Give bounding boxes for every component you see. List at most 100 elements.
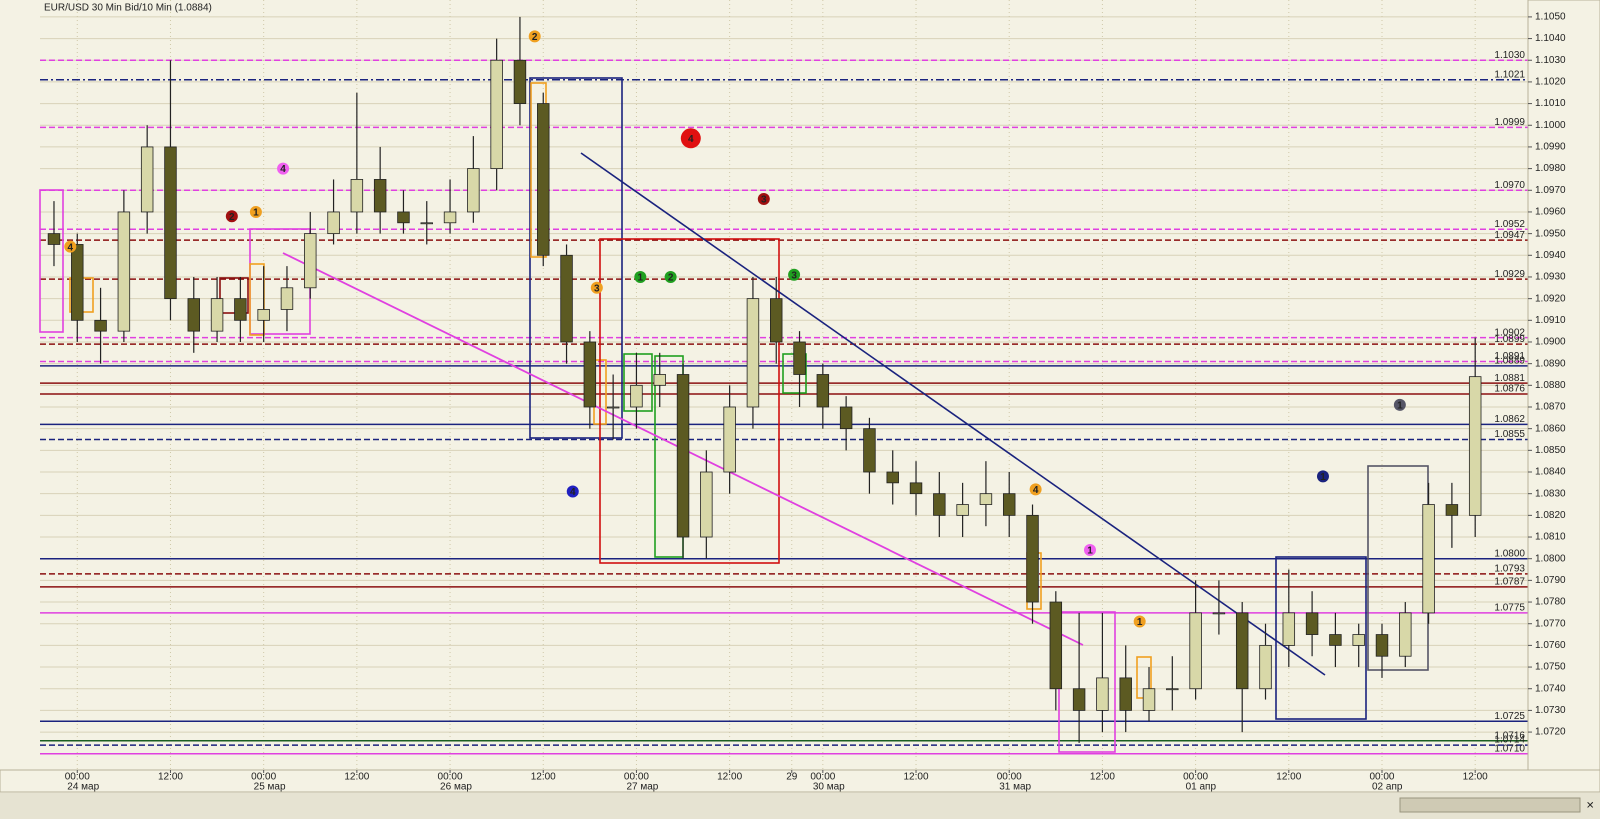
marker-circle <box>664 270 677 283</box>
y-tick-label: 1.1010 <box>1535 98 1566 109</box>
level-label: 1.0775 <box>1494 603 1525 614</box>
date-label: 02 апр <box>1372 782 1403 793</box>
candle-body <box>1399 612 1412 657</box>
y-tick-label: 1.0730 <box>1535 705 1566 716</box>
candle-body <box>1329 634 1342 646</box>
marker-circle <box>277 162 290 175</box>
candle-body <box>700 471 713 538</box>
date-label: 25 мар <box>254 782 286 793</box>
axes: 1.0720 1.0730 1.0740 1.0750 1.0760 1.0770 1.07… <box>65 12 1566 793</box>
marker-label: 1 <box>253 208 259 219</box>
candle-body <box>816 374 830 408</box>
x-tick-label: 29 <box>786 772 798 783</box>
candle-body <box>1189 612 1202 690</box>
x-tick-label: 12:00 <box>717 772 742 783</box>
marker-circle <box>249 205 262 218</box>
level-label: 1.0714 <box>1494 735 1525 746</box>
y-tick-label: 1.0840 <box>1535 467 1566 478</box>
candle-body <box>1049 601 1063 690</box>
y-tick-label: 1.0960 <box>1535 207 1566 218</box>
candle-body <box>234 298 247 321</box>
level-label: 1.0710 <box>1494 743 1525 754</box>
y-tick-label: 1.0760 <box>1535 640 1566 651</box>
candle-body <box>1259 644 1272 690</box>
candle-body <box>513 59 527 104</box>
candle-body <box>1422 504 1435 614</box>
candle-body <box>933 493 946 516</box>
y-tick-label: 1.0980 <box>1535 163 1566 174</box>
close-icon[interactable]: ✕ <box>1586 801 1594 812</box>
candle-body <box>583 341 597 408</box>
candle-body <box>886 471 899 484</box>
level-label: 1.0787 <box>1494 577 1525 588</box>
candle-body <box>770 298 783 343</box>
level-label: 1.0881 <box>1494 373 1525 384</box>
box <box>219 277 249 314</box>
date-label: 31 мар <box>999 782 1031 793</box>
candle-body <box>1235 612 1249 690</box>
candle-body <box>420 222 433 225</box>
candle-body <box>187 298 200 332</box>
y-tick-label: 1.0950 <box>1535 228 1566 239</box>
x-tick-label: 12:00 <box>1463 772 1488 783</box>
candle-body <box>537 103 550 256</box>
x-tick-label: 12:00 <box>344 772 369 783</box>
candle-body <box>467 168 480 213</box>
x-tick-label: 00:00 <box>997 772 1022 783</box>
candle-body <box>373 179 387 213</box>
candle-body <box>71 244 84 321</box>
scrollbar[interactable] <box>0 793 1600 819</box>
date-label: 24 мар <box>67 782 99 793</box>
marker-circle <box>757 192 770 205</box>
y-tick-label: 1.1020 <box>1535 77 1566 88</box>
candle-body <box>606 406 620 409</box>
candle-body <box>397 211 410 224</box>
y-tick-label: 1.0990 <box>1535 142 1566 153</box>
level-label: 1.0855 <box>1494 429 1525 440</box>
marker-label: 1 <box>638 273 644 284</box>
candle-body <box>956 504 969 516</box>
candle-body <box>1305 612 1319 635</box>
y-tick-label: 1.1030 <box>1535 55 1566 66</box>
box <box>529 77 623 439</box>
x-tick-label: 00:00 <box>624 772 649 783</box>
marker-label: 4 <box>280 164 286 175</box>
y-tick-label: 1.0740 <box>1535 683 1566 694</box>
date-label: 30 мар <box>813 782 845 793</box>
candle-body <box>1119 677 1132 711</box>
candle-body <box>630 384 643 408</box>
marker-circle <box>1316 470 1329 483</box>
marker-label: 3 <box>761 195 767 206</box>
y-tick-label: 1.0870 <box>1535 402 1566 413</box>
candle-body <box>560 254 573 343</box>
y-tick-label: 1.0970 <box>1535 185 1566 196</box>
level-label: 1.0800 <box>1494 548 1525 559</box>
level-label: 1.0929 <box>1494 269 1525 280</box>
time-axis <box>0 769 1600 793</box>
marker-label: 1 <box>1320 472 1326 483</box>
marker-label: 1 <box>1137 617 1143 628</box>
grid <box>40 0 1528 770</box>
x-tick-label: 12:00 <box>531 772 556 783</box>
candle-body <box>1142 688 1156 711</box>
markers: 4 2 1 4 2 4 3 3 1 2 3 4 4 1 1 1 1 <box>64 30 1406 628</box>
candle-body <box>746 298 760 408</box>
x-tick-label: 00:00 <box>438 772 463 783</box>
y-tick-label: 1.0880 <box>1535 380 1566 391</box>
scroll-thumb[interactable] <box>1399 797 1581 813</box>
date-label: 26 мар <box>440 782 472 793</box>
candle-body <box>350 179 364 213</box>
candle-body <box>1375 634 1389 657</box>
candle-body <box>839 406 853 430</box>
x-tick-label: 12:00 <box>904 772 929 783</box>
marker-circle <box>634 270 647 283</box>
marker-label: 4 <box>1033 485 1039 496</box>
y-tick-label: 1.0820 <box>1535 510 1566 521</box>
box <box>1275 556 1367 720</box>
x-tick-label: 00:00 <box>1369 772 1394 783</box>
candles <box>47 16 1482 743</box>
marker-label: 2 <box>229 212 235 223</box>
y-tick-label: 1.0780 <box>1535 597 1566 608</box>
marker-circle <box>680 128 701 149</box>
